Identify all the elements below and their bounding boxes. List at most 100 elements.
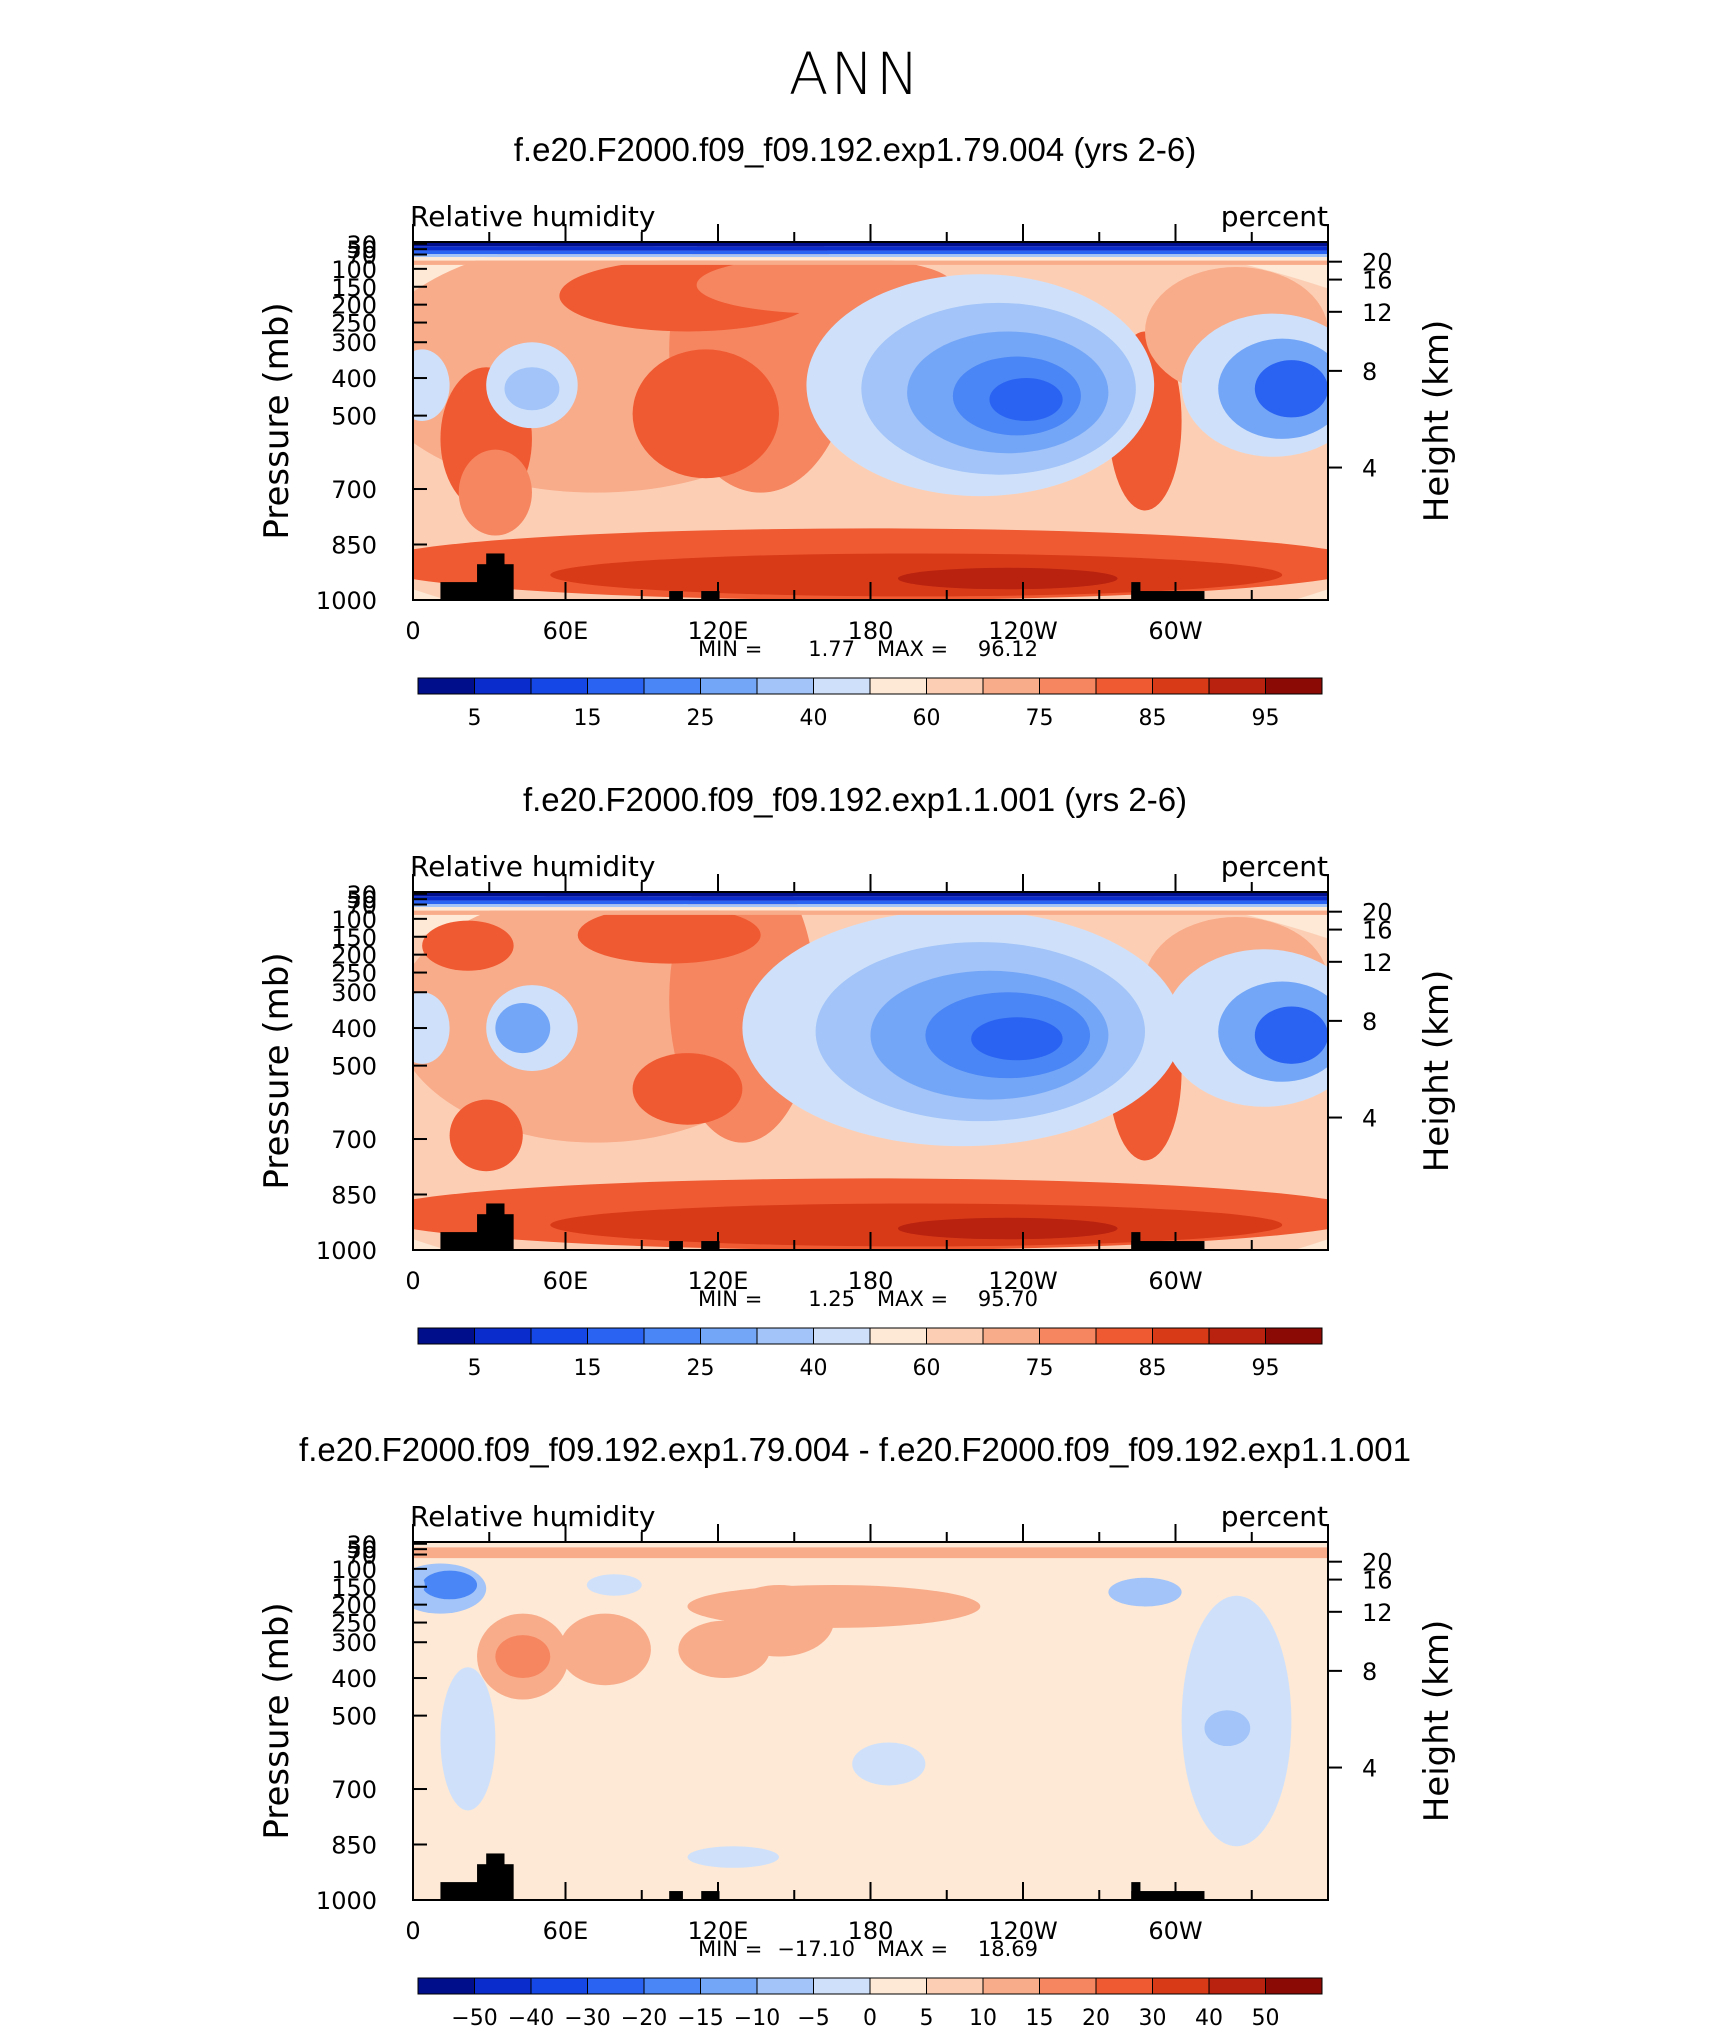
panel-3-topography xyxy=(1131,1891,1205,1900)
panel-2-colorbar-swatch xyxy=(1095,1327,1153,1345)
panel-2-contour-region xyxy=(449,1099,523,1172)
panel-3-y-tick-label: 850 xyxy=(331,1832,377,1860)
panel-1-colorbar-swatch xyxy=(1095,677,1153,695)
panel-1-min-label: MIN = xyxy=(698,637,762,661)
panel-2-colorbar-swatch xyxy=(474,1327,532,1345)
panel-2-topography xyxy=(701,1241,720,1250)
panel-1-y-tick-label: 200 xyxy=(331,292,377,320)
panel-3-colorbar-swatch xyxy=(530,1977,588,1995)
panel-3-contour-region xyxy=(687,1846,779,1868)
panel-2-colorbar-swatch xyxy=(417,1327,475,1345)
panel-3-x-tick-label: 60W xyxy=(1148,1917,1202,1945)
panel-2-y-tick-label: 300 xyxy=(331,979,377,1007)
panel-1-colorbar-swatch xyxy=(869,677,927,695)
panel-1-topography xyxy=(669,591,683,600)
panel-3-colorbar-swatch xyxy=(982,1977,1040,1995)
panel-2-strat-band xyxy=(413,904,1328,908)
panel-2-max-label: MAX = xyxy=(877,1287,948,1311)
panel-2-colorbar-swatch xyxy=(1265,1327,1323,1345)
panel-3-topography xyxy=(1131,1882,1141,1900)
panel-3-topography xyxy=(669,1891,683,1900)
panel-3-min-value: −17.10 xyxy=(777,1937,855,1961)
panel-1-colorbar-swatch xyxy=(926,677,984,695)
panel-3-colorbar-label: −20 xyxy=(621,2006,667,2031)
panel-3-x-tick-label: 120W xyxy=(988,1917,1058,1945)
panel-1-x-tick-label: 180 xyxy=(848,617,894,645)
panel-2-y-tick-label: 70 xyxy=(346,892,377,920)
panel-2-colorbar-label: 60 xyxy=(913,1356,941,1381)
panel-2-contour-region xyxy=(422,920,514,971)
panel-2-y-tick-label: 100 xyxy=(331,906,377,934)
panel-1-y-tick-label: 100 xyxy=(331,256,377,284)
panel-2-colorbar-swatch xyxy=(700,1327,758,1345)
panel-2-topography xyxy=(486,1203,505,1250)
panel-3-x-tick-label: 120E xyxy=(688,1917,749,1945)
panel-3-y2-axis-label: Height (km) xyxy=(1417,1620,1457,1823)
panel-2-colorbar-label: 5 xyxy=(468,1356,482,1381)
panel-2-y-tick-label: 200 xyxy=(331,942,377,970)
panel-1-y2-tick-label: 12 xyxy=(1362,299,1393,327)
panel-2-contour-region xyxy=(1254,1006,1328,1064)
panel-3-contour-region xyxy=(422,1570,478,1600)
panel-2-y-axis-label: Pressure (mb) xyxy=(257,952,297,1189)
panel-1-contour-region xyxy=(1254,360,1328,418)
panel-1-colorbar-label: 60 xyxy=(913,706,941,731)
panel-1-colorbar-swatch xyxy=(1039,677,1097,695)
panel-1-colorbar-label: 15 xyxy=(574,706,602,731)
panel-1-y2-axis-label: Height (km) xyxy=(1417,320,1457,523)
panel-3-y-tick-label: 70 xyxy=(346,1542,377,1570)
panel-1-strat-band xyxy=(413,257,1328,261)
panel-1-x-tick-label: 120W xyxy=(988,617,1058,645)
panel-3-colorbar-swatch xyxy=(869,1977,927,1995)
panel-1-contour-region xyxy=(989,378,1063,421)
panel-1-strat-band xyxy=(413,260,1328,265)
panel-1-topography xyxy=(701,591,720,600)
panel-1-colorbar-swatch xyxy=(643,677,701,695)
panel-3-chart: Relative humidity percent3050701001502002… xyxy=(257,1500,1457,2031)
panel-3-x-tick-label: 180 xyxy=(848,1917,894,1945)
panel-1-contour-region xyxy=(897,567,1118,590)
panel-3-max-value: 18.69 xyxy=(978,1937,1038,1961)
panel-3-contour-region xyxy=(559,1613,651,1686)
panel-2-contour-field xyxy=(413,892,1328,1250)
panel-2-min-value: 1.25 xyxy=(808,1287,855,1311)
panel-3-contour-region xyxy=(1108,1577,1182,1607)
panel-3-colorbar-label: 5 xyxy=(920,2006,934,2031)
panel-1-topography xyxy=(1131,591,1205,600)
panel-3-colorbar-swatch xyxy=(926,1977,984,1995)
panel-2-strat-band xyxy=(413,910,1328,915)
panel-1-max-value: 96.12 xyxy=(978,637,1038,661)
panel-3-colorbar-swatch xyxy=(474,1977,532,1995)
panel-3-strat-band xyxy=(413,1547,1328,1559)
panel-1-colorbar-label: 25 xyxy=(687,706,715,731)
panel-2-colorbar-label: 85 xyxy=(1139,1356,1167,1381)
panel-2-y-tick-label: 400 xyxy=(331,1015,377,1043)
panel-2-colorbar-label: 75 xyxy=(1026,1356,1054,1381)
panel-1-colorbar-label: 85 xyxy=(1139,706,1167,731)
panel-3-y-tick-label: 250 xyxy=(331,1610,377,1638)
panel-2-strat-band xyxy=(413,900,1328,905)
panel-1-x-tick-label: 60W xyxy=(1148,617,1202,645)
panel-2-colorbar-label: 40 xyxy=(800,1356,828,1381)
panel-1-y-tick-label: 70 xyxy=(346,242,377,270)
panel-3-contour-region xyxy=(415,1577,425,1593)
panel-3-colorbar-label: −15 xyxy=(677,2006,723,2031)
panel-2-y2-axis-label: Height (km) xyxy=(1417,970,1457,1173)
panel-2-max-value: 95.70 xyxy=(978,1287,1038,1311)
panel-2-title: f.e20.F2000.f09_f09.192.exp1.1.001 (yrs … xyxy=(522,781,1188,818)
panel-2-y2-tick-label: 16 xyxy=(1362,917,1393,945)
panel-1-contour-field xyxy=(413,242,1328,600)
panel-3-colorbar-label: −50 xyxy=(451,2006,497,2031)
panel-2-contour-region xyxy=(413,992,450,1064)
panel-1-contour-region xyxy=(413,349,450,421)
panel-2-colorbar-swatch xyxy=(643,1327,701,1345)
panel-2-min-label: MIN = xyxy=(698,1287,762,1311)
panel-3-colorbar-swatch xyxy=(1208,1977,1266,1995)
panel-3-colorbar-label: 40 xyxy=(1195,2006,1223,2031)
panel-3-topography xyxy=(486,1853,505,1900)
panel-3-y-tick-label: 100 xyxy=(331,1556,377,1584)
panel-1-strat-band xyxy=(413,250,1328,255)
panel-1-max-label: MAX = xyxy=(877,637,948,661)
panel-2-contour-region xyxy=(897,1217,1118,1240)
panel-3-min-label: MIN = xyxy=(698,1937,762,1961)
